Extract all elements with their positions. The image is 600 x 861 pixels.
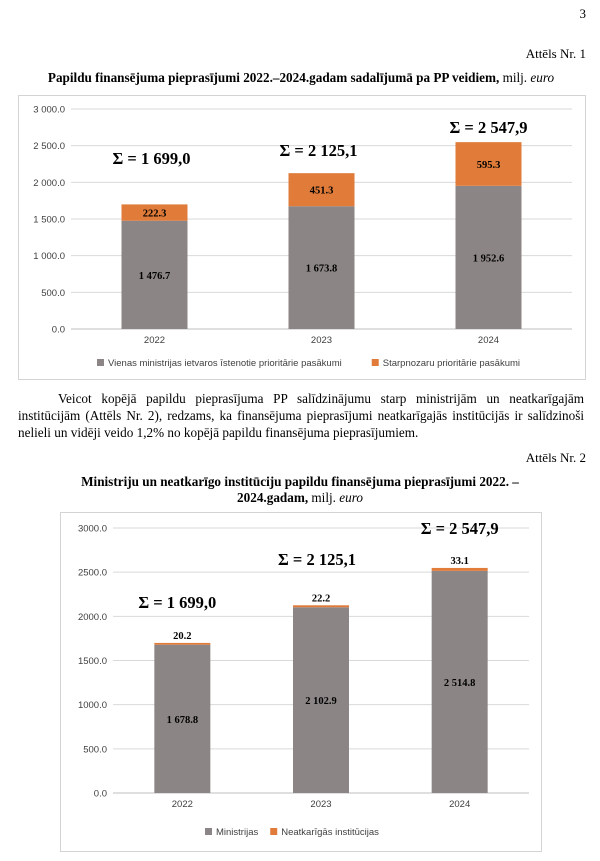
figure-1-label: Attēls Nr. 1 — [525, 46, 586, 61]
figure-2-unit-italic: euro — [339, 490, 363, 505]
y-tick-label: 0.0 — [52, 325, 65, 336]
bar-segment-top — [455, 142, 522, 186]
page-number: 3 — [579, 6, 587, 21]
legend-label: Vienas ministrijas ietvaros īstenotie pr… — [108, 358, 342, 369]
data-label: 22.2 — [312, 593, 330, 604]
total-label: Σ = 2 547,9 — [450, 118, 528, 137]
bar-segment-main — [431, 570, 488, 793]
data-label: 20.2 — [173, 631, 191, 642]
x-tick-label: 2023 — [310, 799, 331, 810]
data-label: 595.3 — [477, 160, 501, 171]
y-tick-label: 2000.0 — [78, 612, 107, 623]
legend-label: Ministrijas — [216, 827, 258, 838]
bar-segment-top — [431, 567, 488, 571]
figure-1-unit-italic: euro — [530, 70, 555, 85]
data-label: 2 102.9 — [305, 696, 337, 707]
total-label: Σ = 2 125,1 — [278, 550, 356, 569]
y-tick-label: 2500.0 — [78, 568, 107, 579]
legend-swatch — [97, 359, 104, 366]
data-label: 222.3 — [143, 209, 167, 220]
total-label: Σ = 2 125,1 — [280, 141, 358, 160]
bar-segment-main — [293, 607, 349, 793]
data-label: 451.3 — [310, 186, 334, 197]
data-label: 1 952.6 — [473, 253, 505, 264]
y-tick-label: 1 500.0 — [33, 215, 65, 226]
figure-2-title-text: Ministriju un neatkarīgo institūciju pap… — [81, 474, 519, 505]
x-tick-label: 2024 — [478, 335, 499, 346]
data-label: 1 678.8 — [167, 715, 199, 726]
data-label: 1 476.7 — [139, 271, 171, 282]
y-tick-label: 2 000.0 — [33, 178, 65, 189]
y-tick-label: 500.0 — [83, 744, 107, 755]
y-tick-label: 1000.0 — [78, 700, 107, 711]
legend-swatch — [270, 828, 278, 835]
y-tick-label: 2 500.0 — [33, 141, 65, 152]
legend-swatch — [371, 359, 379, 366]
y-tick-label: 0.0 — [94, 789, 107, 800]
data-label: 33.1 — [450, 556, 468, 567]
legend-swatch — [205, 828, 212, 835]
body-paragraph: Veicot kopējā papildu pieprasījuma PP sa… — [18, 390, 584, 441]
total-label: Σ = 2 547,9 — [421, 519, 499, 538]
chart-1: 0.0 500.0 1 000.0 1 500.0 2 000.0 2 500.0 3 00… — [33, 105, 572, 369]
bar-segment-main — [288, 206, 355, 329]
total-label: Σ = 1 699,0 — [138, 593, 216, 612]
x-tick-label: 2022 — [144, 335, 165, 346]
data-label: 2 514.8 — [444, 678, 476, 689]
total-label: Σ = 1 699,0 — [113, 149, 191, 168]
bar-segment-main — [154, 644, 211, 793]
figure-2-title: Ministriju un neatkarīgo institūciju pap… — [60, 474, 540, 506]
y-tick-label: 1500.0 — [78, 656, 107, 667]
figure-1-title-text: Papildu finansējuma pieprasījumi 2022.–2… — [47, 70, 500, 85]
body-paragraph-text: Veicot kopējā papildu pieprasījuma PP sa… — [18, 391, 584, 440]
figure-1-unit-text: milj. — [499, 70, 531, 85]
chart-2: 0.0 500.0 1000.0 1500.0 2000.0 2500.0 3000.0 1 … — [78, 519, 529, 838]
figure-1-unit: milj. euro — [499, 70, 555, 85]
chart-2-frame: 0.0 500.0 1000.0 1500.0 2000.0 2500.0 3000.0 1 … — [60, 512, 542, 852]
x-tick-label: 2022 — [172, 799, 193, 810]
y-tick-label: 3000.0 — [78, 524, 107, 535]
figure-2-unit-text: milj. — [308, 490, 340, 505]
legend-label: Neatkarīgās institūcijas — [281, 827, 379, 838]
data-label: 1 673.8 — [306, 264, 338, 275]
bar-segment-top — [293, 605, 349, 608]
x-tick-label: 2023 — [311, 335, 332, 346]
bar-segment-main — [455, 185, 522, 329]
y-tick-label: 500.0 — [41, 288, 65, 299]
figure-1-title: Papildu finansējuma pieprasījumi 2022.–2… — [18, 70, 584, 86]
y-tick-label: 1 000.0 — [33, 251, 65, 262]
y-tick-label: 3 000.0 — [33, 105, 65, 116]
figure-2-unit: milj. euro — [308, 490, 363, 505]
bar-segment-top — [121, 204, 188, 221]
bar-segment-top — [288, 173, 355, 207]
chart-1-frame: 0.0 500.0 1 000.0 1 500.0 2 000.0 2 500.0 3 00… — [18, 95, 586, 380]
bar-segment-top — [154, 642, 211, 645]
x-tick-label: 2024 — [449, 799, 470, 810]
figure-2-label: Attēls Nr. 2 — [525, 450, 586, 465]
bar-segment-main — [121, 220, 188, 329]
legend-label: Starpnozaru prioritārie pasākumi — [383, 358, 520, 369]
